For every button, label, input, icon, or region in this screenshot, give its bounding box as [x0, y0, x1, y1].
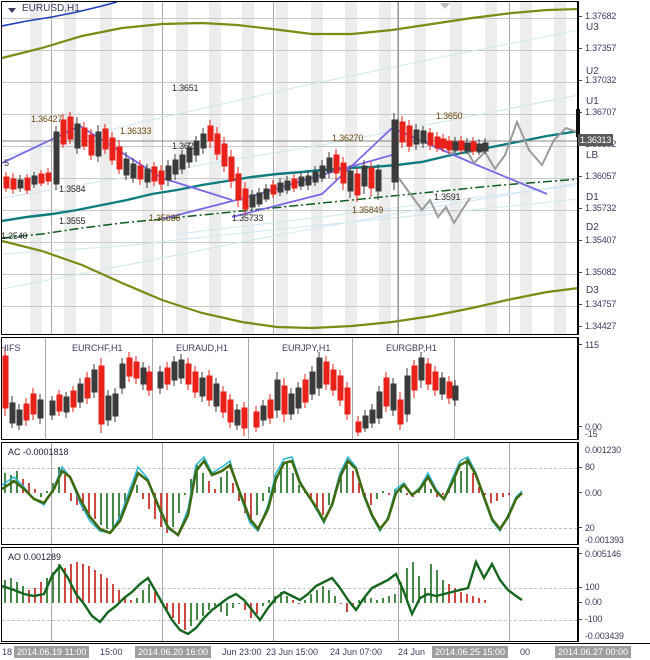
- ao-value-axis[interactable]: 0.005146 100 0.00 -100 -0.003439: [578, 547, 650, 642]
- subaxis-tick-000: 0.00: [585, 422, 602, 432]
- band-label-lb: LB: [586, 150, 599, 161]
- price-label-135849: 1.35849: [352, 205, 384, 215]
- price-label-truncated: 5: [4, 158, 9, 168]
- aoaxis-tick-top: 0.005146: [585, 549, 621, 559]
- drag-handle-icon[interactable]: [440, 3, 450, 9]
- price-label-13621: 1.3621: [172, 141, 199, 151]
- current-price-marker: [576, 109, 580, 137]
- aoaxis-tick-100: 100: [585, 582, 600, 592]
- time-label-1: 2014.06.19 11:00: [14, 646, 90, 658]
- ao-indicator-plot[interactable]: AO 0.001289: [1, 547, 578, 642]
- price-label-135733: 1.35733: [232, 213, 264, 223]
- subchart-caption-eurgbp: EURGBP,H1: [386, 343, 437, 353]
- subchart-candles: [2, 348, 459, 436]
- session-bands: [2, 2, 577, 334]
- subchart-value-axis[interactable]: 115 0.00 -15: [578, 337, 650, 440]
- ac-caption: AC -0.0001818: [8, 447, 69, 457]
- band-label-u1: U1: [586, 96, 599, 107]
- subchart-caption-eurjpy: EURJPY,H1: [282, 343, 331, 353]
- axis-tick-134427: 1.34427: [585, 321, 617, 331]
- price-label-13591: 1.3591: [434, 192, 461, 202]
- aoaxis-tick-000: 0.00: [585, 597, 602, 607]
- axis-tick-136707: 1.36707: [585, 107, 617, 117]
- axis-tick-135082: 1.35082: [585, 267, 617, 277]
- acaxis-tick-20: 20: [585, 523, 595, 533]
- subchart-strip-plot[interactable]: HIFS EURCHF,H1 EURAUD,H1 EURJPY,H1 EURGB…: [1, 337, 578, 440]
- acaxis-tick-bottom: -0.001393: [585, 535, 624, 545]
- axis-tick-135732: 1.35732: [585, 203, 617, 213]
- ao-caption: AO 0.001289: [8, 552, 62, 562]
- time-label-5: 23 Jun 15:00: [266, 647, 319, 657]
- band-label-d3: D3: [586, 285, 599, 296]
- aoaxis-tick-neg100: -100: [585, 614, 603, 624]
- acaxis-tick-000: 0.00: [585, 488, 602, 498]
- price-label-136333: 1.36333: [120, 126, 152, 136]
- price-label-13540: 1.3540: [1, 231, 28, 241]
- ac-value-axis[interactable]: 0.001230 80 0.00 20 -0.001393: [578, 442, 650, 545]
- band-label-d2: D2: [586, 222, 599, 233]
- time-label-10: 2014.06.27 00:00: [555, 646, 632, 658]
- time-label-9: 00: [520, 647, 531, 657]
- current-price-tag: 1.36313: [578, 134, 614, 146]
- subchart-strip-panel[interactable]: HIFS EURCHF,H1 EURAUD,H1 EURJPY,H1 EURGB…: [0, 336, 650, 441]
- acaxis-tick-80: 80: [585, 462, 595, 472]
- time-label-7: 24 Jun: [398, 647, 426, 657]
- price-label-136427: 1.36427: [31, 114, 63, 124]
- ac-graphics: [2, 455, 523, 538]
- axis-tick-134757: 1.34757: [585, 299, 617, 309]
- band-label-u3: U3: [586, 22, 599, 33]
- price-label-135836: 1.35836: [149, 213, 181, 223]
- time-label-6: 24 Jun 07:00: [330, 647, 383, 657]
- subchart-caption-eurchf: EURCHF,H1: [72, 343, 123, 353]
- price-label-136270: 1.36270: [332, 133, 364, 143]
- page-title: EURUSD,H1: [22, 3, 80, 14]
- main-chart-graphics: [2, 2, 577, 334]
- axis-tick-137357: 1.37357: [585, 43, 617, 53]
- subchart-caption-euraud: EURAUD,H1: [176, 343, 229, 353]
- time-label-4: Jun 23:00: [222, 647, 262, 657]
- time-label-2: 15:00: [100, 647, 123, 657]
- price-label-13651: 1.3651: [172, 83, 199, 93]
- price-label-13584: 1.3584: [59, 184, 86, 194]
- price-label-13555: 1.3555: [59, 216, 86, 226]
- ac-indicator-panel[interactable]: AC -0.0001818 0.001230 80 0.00 20 -0.001…: [0, 441, 650, 546]
- time-label-0: 18: [2, 647, 13, 657]
- acaxis-tick-top: 0.001230: [585, 445, 621, 455]
- subaxis-tick-neg15: -15: [585, 429, 598, 439]
- subchart-caption-truncated: HIFS: [1, 343, 21, 353]
- aoaxis-tick-bottom: -0.003439: [585, 631, 624, 641]
- ao-indicator-panel[interactable]: AO 0.001289 0.005146 100 0.00 -100 -0.00…: [0, 546, 650, 643]
- time-axis[interactable]: 18 2014.06.19 11:00 15:00 2014.06.20 16:…: [0, 643, 650, 660]
- time-label-8: 2014.06.25 15:00: [432, 646, 509, 658]
- main-price-plot[interactable]: 1.36427 1.36333 1.36270 1.3650 1.3651 1.…: [1, 1, 578, 335]
- ao-graphics: [2, 558, 523, 636]
- main-price-panel[interactable]: 1.36427 1.36333 1.36270 1.3650 1.3651 1.…: [0, 0, 650, 336]
- subaxis-tick-115: 115: [585, 340, 599, 350]
- axis-tick-137682: 1.37682: [585, 11, 617, 21]
- collapse-caret-icon[interactable]: [8, 8, 16, 13]
- band-label-d1: D1: [586, 192, 599, 203]
- axis-tick-136057: 1.36057: [585, 171, 617, 181]
- time-label-3: 2014.06.20 16:00: [135, 646, 212, 658]
- axis-tick-137032: 1.37032: [585, 75, 617, 85]
- price-label-13650: 1.3650: [436, 111, 463, 121]
- axis-tick-135407: 1.35407: [585, 235, 617, 245]
- main-price-axis[interactable]: 1.37682 1.37357 1.37032 1.36707 1.36382 …: [576, 1, 650, 335]
- ao-session-bands: [2, 548, 577, 641]
- band-label-u2: U2: [586, 66, 599, 77]
- ac-indicator-plot[interactable]: AC -0.0001818: [1, 442, 578, 545]
